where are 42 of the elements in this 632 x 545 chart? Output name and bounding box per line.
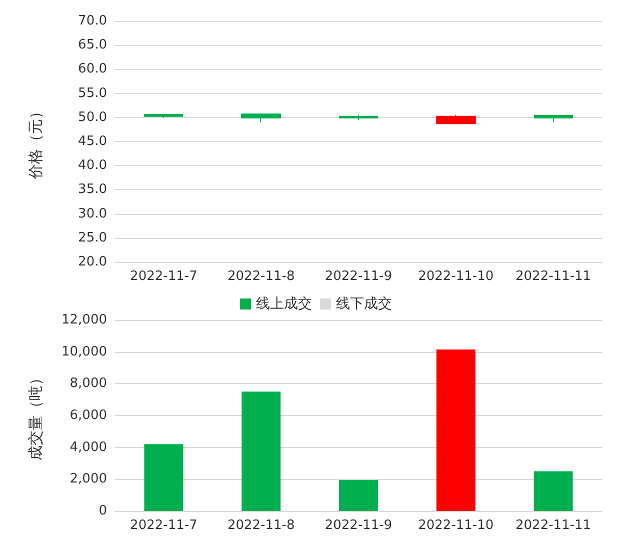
x-tick-label: 2022-11-7	[130, 269, 198, 284]
candlestick	[144, 114, 183, 118]
y-tick-label: 30.0	[78, 206, 107, 222]
y-tick-label: 8,000	[70, 376, 107, 392]
x-tick-label: 2022-11-11	[516, 269, 592, 284]
x-tick-label: 2022-11-8	[227, 269, 295, 284]
y-tick-label: 40.0	[78, 158, 107, 174]
bar	[339, 480, 378, 511]
x-tick-label: 2022-11-9	[324, 269, 392, 284]
y-tick-label: 35.0	[78, 182, 107, 198]
y-tick-label: 12,000	[62, 312, 107, 328]
y-tick-label: 2,000	[70, 472, 107, 487]
x-tick-label: 2022-11-9	[324, 518, 392, 533]
x-tick-label: 2022-11-11	[516, 518, 592, 533]
legend-label: 线下成交	[336, 296, 392, 312]
y-tick-label: 4,000	[70, 440, 107, 455]
bar	[144, 444, 184, 511]
candlestick	[534, 114, 573, 123]
y-tick-label: 45.0	[78, 134, 107, 149]
bar	[534, 471, 573, 511]
candlestick	[339, 114, 378, 121]
x-tick-label: 2022-11-7	[130, 518, 198, 533]
legend-label: 线上成交	[256, 296, 312, 312]
y-tick-label: 0	[98, 504, 107, 518]
y-tick-label: 10,000	[62, 344, 107, 360]
x-tick-label: 2022-11-10	[418, 518, 494, 533]
candlestick	[241, 114, 281, 123]
y-tick-label: 6,000	[70, 408, 107, 423]
y-tick-label: 50.0	[78, 110, 107, 125]
x-tick-label: 2022-11-10	[418, 269, 494, 284]
candlestick	[436, 114, 476, 124]
y-tick-label: 70.0	[78, 14, 107, 28]
y-tick-label: 55.0	[78, 86, 107, 101]
y-tick-label: 25.0	[78, 230, 107, 246]
y-tick-label: 65.0	[78, 38, 107, 53]
bar	[436, 349, 476, 511]
y-tick-label: 20.0	[78, 254, 107, 270]
y-axis-title: 价格（元）	[26, 104, 44, 180]
x-tick-label: 2022-11-8	[227, 518, 295, 533]
bar	[242, 392, 281, 511]
y-tick-label: 60.0	[78, 62, 107, 77]
y-axis-title: 成交量（吨）	[26, 370, 44, 460]
